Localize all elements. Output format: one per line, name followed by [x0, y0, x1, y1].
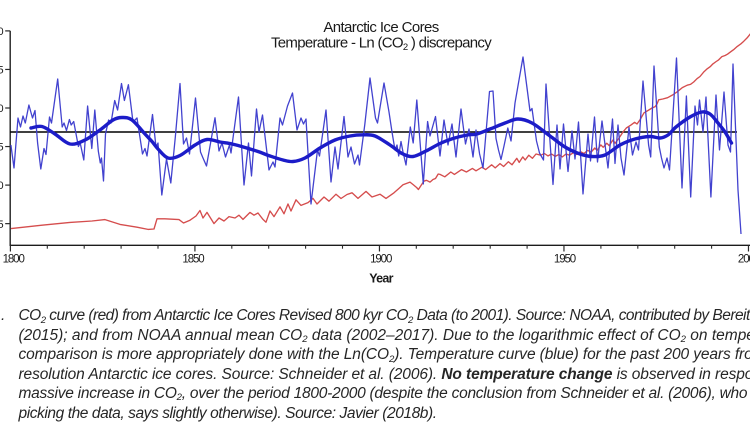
svg-text:0: 0	[0, 26, 4, 38]
svg-text:1950: 1950	[554, 253, 576, 265]
svg-text:5: 5	[0, 65, 4, 77]
svg-text:1900: 1900	[370, 253, 392, 265]
svg-text:Year: Year	[369, 272, 393, 286]
svg-text:0: 0	[0, 180, 4, 192]
svg-text:2000: 2000	[738, 253, 750, 265]
svg-text:Temperature - Ln (CO2 ) discre: Temperature - Ln (CO2 ) discrepancy	[271, 35, 492, 54]
svg-text:5: 5	[0, 142, 4, 154]
svg-text:1850: 1850	[182, 253, 204, 265]
svg-text:5: 5	[0, 219, 4, 231]
svg-text:Antarctic Ice Cores: Antarctic Ice Cores	[323, 19, 438, 36]
svg-text:1800: 1800	[3, 253, 25, 265]
svg-text:0: 0	[0, 103, 4, 115]
